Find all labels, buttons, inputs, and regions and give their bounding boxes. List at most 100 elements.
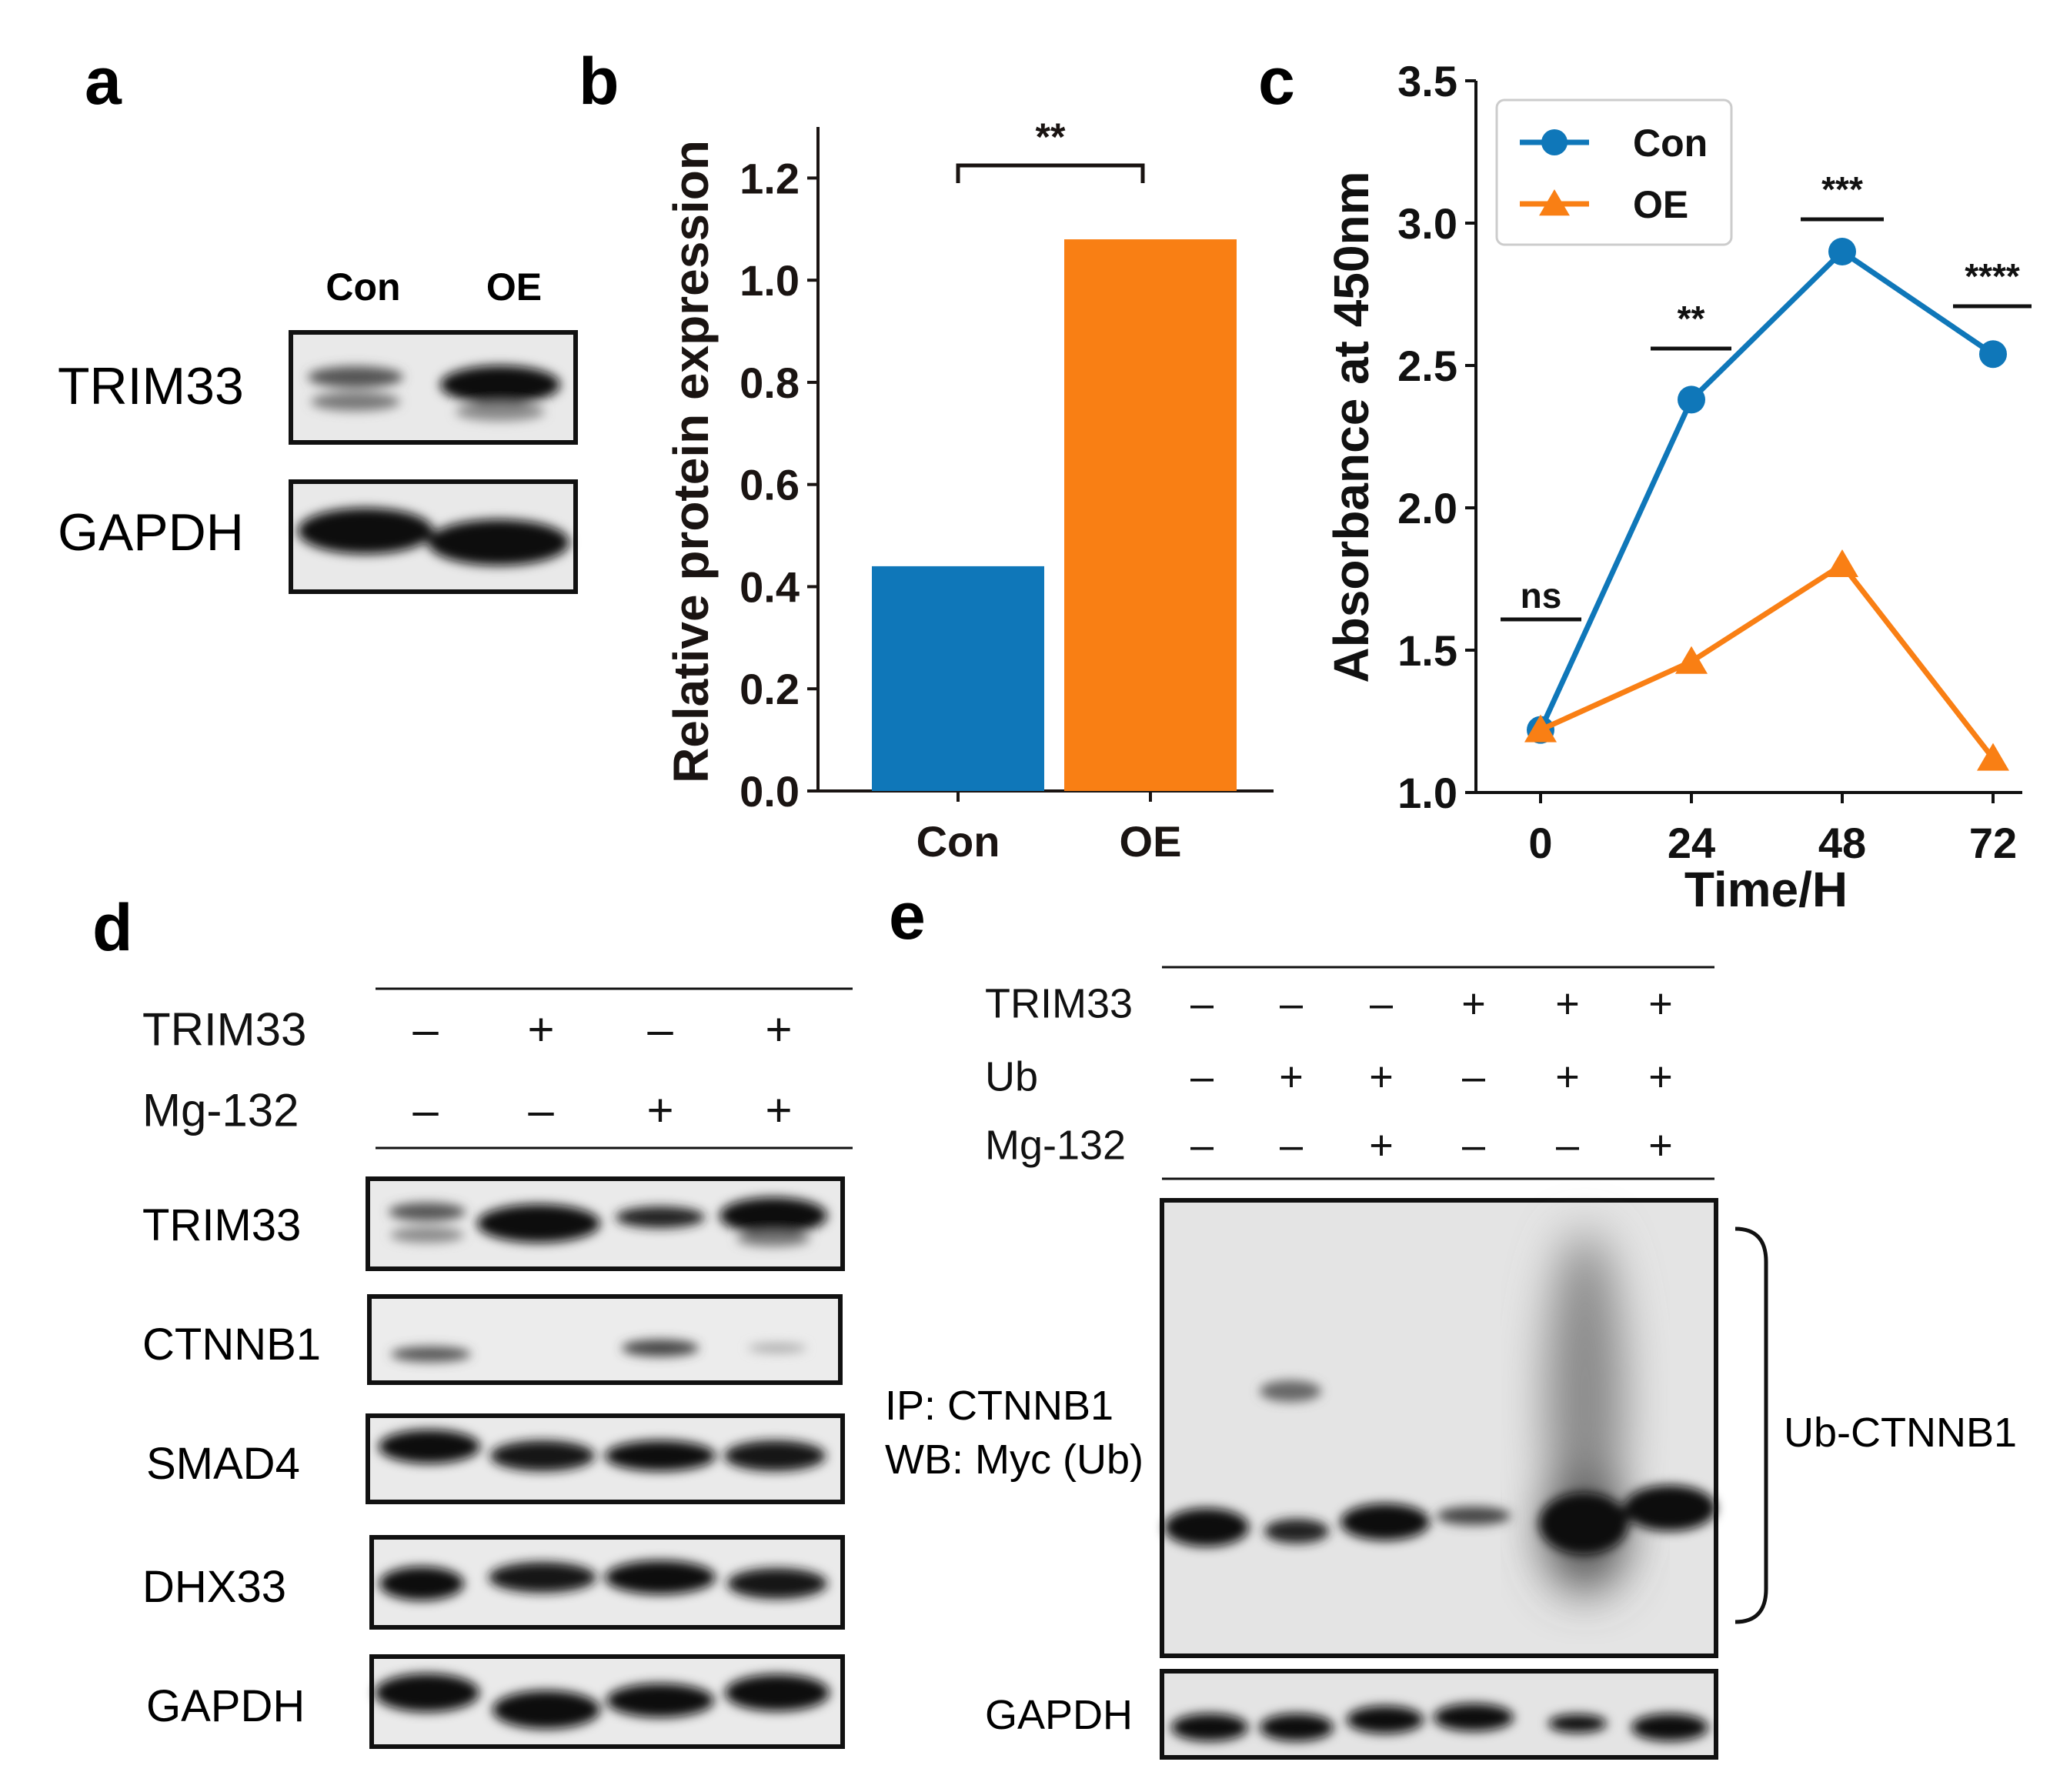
x-tick-label: 48 — [1818, 819, 1866, 867]
series-line-oe — [1539, 561, 1995, 760]
data-point-oe — [1977, 742, 2009, 771]
condition-sign: – — [1370, 980, 1393, 1026]
panel-e: e TRIM33 – – – + + + Ub – + + – + + Mg-132 – – + – – + IP: C… — [885, 879, 2017, 1760]
condition-sign: – — [1190, 1122, 1214, 1168]
y-tick-label: 2.0 — [1397, 484, 1457, 532]
y-tick-label: 1.2 — [740, 154, 800, 202]
lane-label-con: Con — [326, 265, 400, 309]
bracket-label: Ub-CTNNB1 — [1784, 1410, 2017, 1456]
blot-ctnnb1-d — [367, 1294, 843, 1385]
condition-sign: + — [1279, 1053, 1304, 1100]
bar-oe — [1064, 239, 1237, 791]
condition-sign: + — [1369, 1053, 1394, 1100]
panel-letter-a: a — [85, 45, 122, 118]
significance-label: *** — [1821, 169, 1863, 209]
condition-sign: + — [1648, 1053, 1673, 1100]
condition-sign: – — [1190, 980, 1214, 1026]
blot-trim33-a — [289, 330, 578, 445]
condition-sign: – — [528, 1085, 554, 1136]
y-tick-label: 0.6 — [740, 461, 800, 509]
condition-sign: + — [527, 1004, 554, 1056]
legend-label: OE — [1633, 183, 1688, 226]
legend-marker — [1539, 189, 1570, 216]
data-point-oe — [1524, 714, 1557, 742]
data-point-oe — [1826, 549, 1858, 577]
condition-table-e: TRIM33 – – – + + + Ub – + + – + + Mg-132 – – + – – + — [985, 980, 1673, 1168]
blot-label-gapdh-d: GAPDH — [146, 1681, 305, 1731]
lane-label-oe: OE — [486, 265, 542, 309]
ip-label: IP: CTNNB1 — [885, 1383, 1113, 1429]
panel-letter-c: c — [1258, 45, 1295, 118]
legend: Con OE — [1495, 98, 1733, 246]
condition-sign: + — [765, 1085, 792, 1136]
line-chart-c: 1.0 1.5 2.0 2.5 3.0 3.5 0 24 48 72 Time/H Absorbanc… — [1324, 57, 2032, 917]
condition-sign: – — [647, 1004, 673, 1056]
condition-sign: + — [1461, 980, 1486, 1026]
condition-sign: + — [1369, 1122, 1394, 1168]
bar-con — [872, 566, 1044, 791]
panel-d: d TRIM33 – + – + Mg-132 – – + + TRIM33 CTNNB1 SMA… — [92, 891, 853, 1749]
blot-label-dhx33-d: DHX33 — [142, 1562, 286, 1612]
condition-sign: – — [1556, 1122, 1579, 1168]
significance-label: ns — [1521, 576, 1562, 616]
condition-sign: – — [1280, 980, 1303, 1026]
blot-label-trim33-d: TRIM33 — [142, 1200, 301, 1250]
condition-sign: – — [1462, 1053, 1485, 1100]
condition-sign: + — [646, 1085, 673, 1136]
y-tick-label: 1.0 — [740, 256, 800, 305]
y-tick-label: 0.4 — [740, 562, 800, 611]
condition-table-d: TRIM33 – + – + Mg-132 – – + + — [142, 1004, 793, 1136]
significance-label: ** — [1036, 115, 1066, 159]
condition-sign: + — [765, 1004, 792, 1056]
wb-label: WB: Myc (Ub) — [885, 1437, 1144, 1483]
legend-label: Con — [1633, 122, 1708, 165]
condition-sign: – — [412, 1004, 439, 1056]
blot-dhx33-d — [369, 1535, 845, 1630]
condition-sign: + — [1555, 980, 1580, 1026]
blot-gapdh-d — [369, 1654, 845, 1749]
x-tick-label: OE — [1120, 817, 1182, 866]
y-axis-title: Absorbance at 450nm — [1324, 171, 1379, 682]
panel-a: a Con OE TRIM33 GAPDH — [58, 45, 578, 594]
condition-sign: – — [1280, 1122, 1303, 1168]
bar-chart-b: 0.0 0.2 0.4 0.6 0.8 1.0 1.2 Con OE ** Relative pro… — [663, 115, 1274, 866]
panel-b: b 0.0 0.2 0.4 0.6 0.8 1.0 1.2 Con OE ** Relative p… — [579, 45, 1274, 866]
condition-sign: + — [1648, 1122, 1673, 1168]
condition-label: TRIM33 — [985, 980, 1133, 1026]
blot-label-ctnnb1-d: CTNNB1 — [142, 1320, 321, 1370]
data-point-con — [1678, 385, 1705, 414]
y-tick-label: 0.0 — [740, 767, 800, 816]
series-line-con — [1537, 248, 1995, 732]
blot-label-trim33: TRIM33 — [58, 357, 244, 415]
x-tick-label: 72 — [1969, 819, 2017, 867]
x-tick-label: 0 — [1528, 819, 1552, 867]
panel-letter-d: d — [92, 891, 133, 965]
condition-label: TRIM33 — [142, 1004, 306, 1056]
significance-label: ** — [1678, 299, 1705, 339]
blot-label-gapdh: GAPDH — [58, 503, 244, 562]
condition-label: Ub — [985, 1053, 1038, 1100]
x-axis-title: Time/H — [1684, 862, 1848, 917]
condition-sign: + — [1555, 1053, 1580, 1100]
condition-label: Mg-132 — [142, 1085, 299, 1136]
data-point-con — [1979, 340, 2007, 369]
blot-gapdh-e — [1160, 1669, 1718, 1760]
condition-sign: + — [1648, 980, 1673, 1026]
blot-label-smad4-d: SMAD4 — [146, 1439, 300, 1489]
bracket — [1734, 1226, 1768, 1624]
condition-sign: – — [412, 1085, 439, 1136]
blot-smad4-d — [366, 1413, 845, 1504]
y-tick-label: 3.5 — [1397, 57, 1457, 105]
y-tick-label: 3.0 — [1397, 199, 1457, 248]
significance-bracket — [956, 163, 1145, 183]
x-tick-label: Con — [916, 817, 1000, 866]
condition-label: Mg-132 — [985, 1122, 1126, 1168]
y-tick-label: 0.2 — [740, 665, 800, 713]
data-point-oe — [1675, 646, 1708, 674]
significance-label: **** — [1965, 256, 2020, 296]
y-tick-label: 2.5 — [1397, 342, 1457, 390]
legend-marker — [1541, 129, 1568, 155]
blot-gapdh-a — [289, 479, 578, 594]
panel-letter-e: e — [889, 879, 926, 953]
